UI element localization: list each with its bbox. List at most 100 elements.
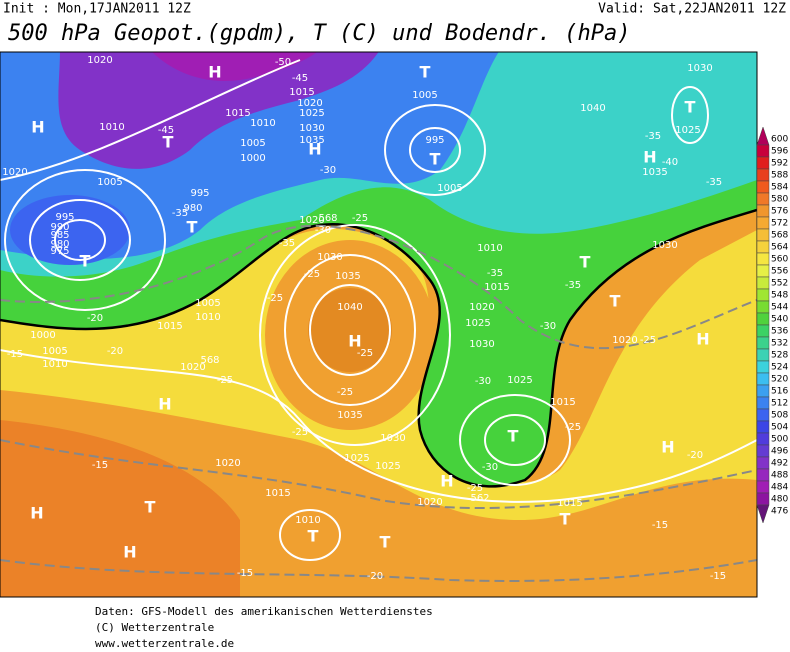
- contour-label: 1025: [344, 453, 369, 464]
- contour-label: 1030: [380, 433, 405, 444]
- contour-label: 1025: [675, 125, 700, 136]
- legend-swatch: [756, 420, 770, 434]
- legend-label: 480: [771, 495, 788, 505]
- contour-label: 1020: [612, 335, 637, 346]
- contour-label: -20: [687, 450, 703, 461]
- contour-label: 1015: [550, 397, 575, 408]
- legend-swatch: [756, 336, 770, 350]
- legend-label: 584: [771, 183, 788, 193]
- contour-label: -30: [475, 376, 491, 387]
- contour-label: -15: [652, 520, 668, 531]
- legend-swatch: [756, 444, 770, 458]
- legend-swatch: [756, 144, 770, 158]
- pressure-center: T: [508, 427, 519, 446]
- pressure-center: H: [208, 63, 221, 82]
- pressure-center: T: [685, 98, 696, 117]
- contour-label: 1005: [437, 183, 462, 194]
- legend-swatch: [756, 192, 770, 206]
- contour-label: -25: [467, 483, 483, 494]
- contour-label: 1020: [299, 215, 324, 226]
- legend-label: 540: [771, 315, 788, 325]
- contour-label: 1040: [337, 302, 362, 313]
- contour-label: -35: [565, 280, 581, 291]
- legend-label: 484: [771, 483, 788, 493]
- contour-label: -25: [267, 293, 283, 304]
- legend-label: 532: [771, 339, 788, 349]
- contour-label: -35: [706, 177, 722, 188]
- legend-label: 576: [771, 207, 788, 217]
- contour-label: 1015: [289, 87, 314, 98]
- contour-label: 1030: [652, 240, 677, 251]
- legend-label: 500: [771, 435, 788, 445]
- map-title: 500 hPa Geopot.(gpdm), T (C) und Bodendr…: [8, 21, 631, 46]
- contour-label: -35: [645, 131, 661, 142]
- contour-label: 1005: [240, 138, 265, 149]
- legend-swatch: [756, 492, 770, 506]
- init-time: Init : Mon,17JAN2011 12Z: [3, 2, 191, 17]
- footer-line: Daten: GFS-Modell des amerikanischen Wet…: [95, 605, 433, 618]
- contour-label: 1020: [417, 497, 442, 508]
- contour-label: 1030: [469, 339, 494, 350]
- contour-label: -15: [92, 460, 108, 471]
- pressure-center: T: [420, 63, 431, 82]
- legend-swatch: [756, 168, 770, 182]
- contour-label: 1025: [465, 318, 490, 329]
- pressure-center: H: [348, 332, 361, 351]
- contour-label: 1030: [317, 252, 342, 263]
- contour-label: -25: [292, 427, 308, 438]
- legend-label: 572: [771, 219, 788, 229]
- contour-label: 985: [50, 230, 69, 241]
- legend-label: 568: [771, 231, 788, 241]
- pressure-center: H: [158, 395, 171, 414]
- contour-label: -30: [315, 225, 331, 236]
- contour-label: 1020: [2, 167, 27, 178]
- legend-swatch: [756, 228, 770, 242]
- legend-label: 512: [771, 399, 788, 409]
- pressure-center: H: [661, 438, 674, 457]
- legend-swatch: [756, 504, 770, 524]
- contour-label: 1035: [642, 167, 667, 178]
- contour-label: 1035: [337, 410, 362, 421]
- legend-label: 524: [771, 363, 788, 373]
- contour-label: 1005: [42, 346, 67, 357]
- legend-swatch: [756, 216, 770, 230]
- legend-swatch: [756, 456, 770, 470]
- legend-label: 592: [771, 159, 788, 169]
- legend-swatch: [756, 240, 770, 254]
- contour-label: 1005: [412, 90, 437, 101]
- contour-label: -45: [158, 125, 174, 136]
- legend-swatch: [756, 312, 770, 326]
- legend-label: 580: [771, 195, 788, 205]
- legend-label: 528: [771, 351, 788, 361]
- legend-label: 520: [771, 375, 788, 385]
- pressure-center: T: [560, 510, 571, 529]
- legend-label: 564: [771, 243, 788, 253]
- contour-label: 1020: [297, 98, 322, 109]
- contour-label: 1035: [299, 135, 324, 146]
- pressure-center: H: [643, 148, 656, 167]
- legend-label: 588: [771, 171, 788, 181]
- contour-label: 1030: [687, 63, 712, 74]
- contour-label: -15: [237, 568, 253, 579]
- pressure-center: H: [308, 140, 321, 159]
- legend-label: 492: [771, 459, 788, 469]
- contour-label: 1010: [295, 515, 320, 526]
- legend-swatch: [756, 348, 770, 362]
- pressure-center: T: [380, 533, 391, 552]
- legend-swatch: [756, 180, 770, 194]
- pressure-center: T: [163, 133, 174, 152]
- contour-label: 568: [200, 355, 219, 366]
- pressure-center: H: [31, 118, 44, 137]
- pressure-center: H: [30, 504, 43, 523]
- legend-swatch: [756, 288, 770, 302]
- legend-label: 516: [771, 387, 788, 397]
- legend-swatch: [756, 384, 770, 398]
- contour-label: -35: [487, 268, 503, 279]
- contour-label: -25: [337, 387, 353, 398]
- contour-label: 1010: [99, 122, 124, 133]
- footer-line: (C) Wetterzentrale: [95, 621, 214, 634]
- contour-label: -50: [275, 57, 291, 68]
- contour-label: -25: [565, 422, 581, 433]
- legend-label: 560: [771, 255, 788, 265]
- legend-label: 556: [771, 267, 788, 277]
